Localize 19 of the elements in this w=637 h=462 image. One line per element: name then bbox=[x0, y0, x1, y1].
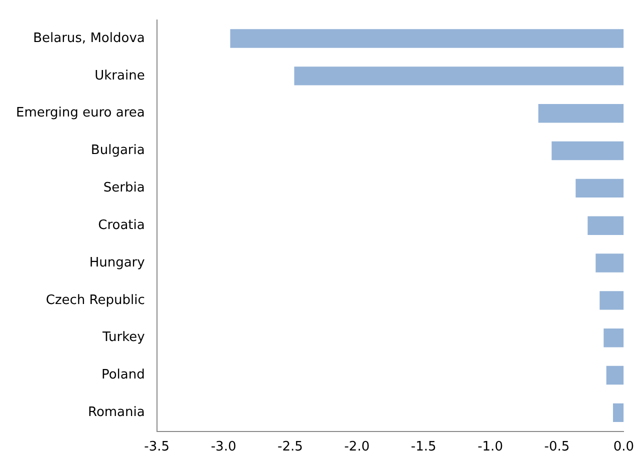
x-tick-label: -1.5 bbox=[410, 440, 436, 455]
x-tick-label: -0.5 bbox=[544, 440, 570, 455]
y-tick-label: Emerging euro area bbox=[16, 106, 145, 121]
x-tick-label: -3.5 bbox=[144, 440, 170, 455]
x-tick-label: -2.0 bbox=[344, 440, 370, 455]
y-tick-label: Belarus, Moldova bbox=[33, 30, 145, 46]
y-tick-label: Hungary bbox=[89, 255, 146, 270]
y-tick-label: Ukraine bbox=[94, 68, 145, 84]
x-tick-label: -2.5 bbox=[278, 440, 303, 455]
x-tick-label: 0.0 bbox=[613, 440, 634, 455]
y-tick-label: Bulgaria bbox=[90, 143, 145, 158]
x-tick-label: -3.0 bbox=[210, 440, 236, 455]
y-tick-label: Turkey bbox=[102, 330, 146, 346]
y-tick-label: Serbia bbox=[103, 180, 145, 196]
y-tick-label: Croatia bbox=[98, 218, 145, 233]
y-tick-label: Romania bbox=[88, 405, 145, 420]
x-tick-label: -1.0 bbox=[478, 440, 503, 455]
y-tick-label: Poland bbox=[101, 368, 145, 383]
y-tick-label: Czech Republic bbox=[46, 292, 145, 308]
